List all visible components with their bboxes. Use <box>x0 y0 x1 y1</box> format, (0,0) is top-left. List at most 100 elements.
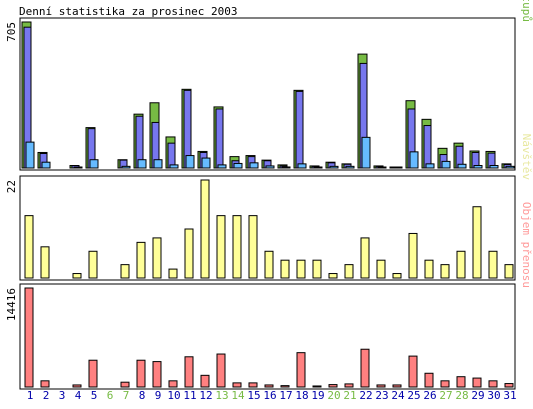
bar-stránek-day-19 <box>313 166 323 169</box>
bar-middle-day-15 <box>248 215 258 279</box>
bar-stránek-day-25 <box>409 151 419 169</box>
bar-stránek-day-14 <box>233 162 243 169</box>
bar-middle-day-20 <box>328 273 338 279</box>
series-legend-label: Objem přenosu <box>520 202 533 288</box>
bar-bottom-day-29 <box>472 377 482 388</box>
chart-title: Denní statistika za prosinec 2003 <box>19 5 238 18</box>
bar-bottom-day-14 <box>232 382 242 388</box>
y-max-label: 22 <box>5 180 18 193</box>
bar-bottom-day-19 <box>312 385 322 388</box>
bar-souborů-day-13 <box>215 108 224 169</box>
x-tick-label-7: 7 <box>123 389 130 402</box>
x-tick-label-13: 13 <box>215 389 228 402</box>
bar-bottom-day-10 <box>168 380 178 388</box>
bar-stránek-day-4 <box>73 166 83 169</box>
bar-stránek-day-23 <box>377 166 387 169</box>
x-tick-label-5: 5 <box>91 389 98 402</box>
bar-stránek-day-1 <box>25 141 35 169</box>
bar-stránek-day-20 <box>329 165 339 169</box>
legend-part-0: Návštěv <box>520 134 533 181</box>
bar-bottom-day-31 <box>504 383 514 388</box>
x-tick-label-16: 16 <box>263 389 276 402</box>
x-tick-label-4: 4 <box>75 389 82 402</box>
x-tick-label-20: 20 <box>327 389 340 402</box>
bar-bottom-day-11 <box>184 356 194 388</box>
bar-stránek-day-29 <box>473 165 483 169</box>
bar-middle-day-4 <box>72 273 82 279</box>
panel-frame <box>19 175 516 281</box>
x-axis-labels: 1 2 3 4 5 6 7 8 9 10 11 12 13 14 15 16 17 18 19 20 21 22 23 24 2… <box>27 389 517 402</box>
x-tick-label-24: 24 <box>391 389 405 402</box>
bar-stránek-day-18 <box>297 163 307 169</box>
x-tick-label-30: 30 <box>487 389 500 402</box>
bar-middle-day-12 <box>200 179 210 279</box>
bar-bottom-day-26 <box>424 372 434 388</box>
x-tick-label-12: 12 <box>199 389 212 402</box>
bar-bottom-day-7 <box>120 381 130 388</box>
bar-souborů-day-10 <box>167 142 176 169</box>
x-tick-label-10: 10 <box>167 389 180 402</box>
x-tick-label-26: 26 <box>423 389 436 402</box>
bar-bottom-day-5 <box>88 359 98 388</box>
bar-middle-day-8 <box>136 241 146 279</box>
bar-stránek-day-30 <box>489 165 499 169</box>
bar-middle-day-31 <box>504 264 514 279</box>
x-tick-label-22: 22 <box>359 389 372 402</box>
bar-bottom-day-20 <box>328 384 338 388</box>
panel-frame <box>19 17 516 171</box>
bar-bottom-day-16 <box>264 384 274 388</box>
y-max-label: 705 <box>5 22 18 42</box>
x-tick-label-25: 25 <box>407 389 420 402</box>
bar-bottom-day-4 <box>72 384 82 388</box>
legend-part-4: Přístupů <box>520 0 533 22</box>
series-legend-label: Stránek/Souborů/Přístupů <box>520 0 533 22</box>
bar-stránek-day-13 <box>217 164 227 169</box>
bar-bottom-day-8 <box>136 359 146 388</box>
bar-bottom-day-17 <box>280 385 290 388</box>
bar-stránek-day-2 <box>41 161 51 169</box>
bar-middle-day-7 <box>120 264 130 279</box>
bar-middle-day-29 <box>472 206 482 279</box>
series-legend-label: Návštěv <box>520 134 533 181</box>
x-tick-label-2: 2 <box>43 389 50 402</box>
x-tick-label-15: 15 <box>247 389 260 402</box>
bar-middle-day-2 <box>40 246 50 279</box>
bar-bottom-day-23 <box>376 384 386 388</box>
y-max-label: 14416 <box>5 288 18 321</box>
bar-bottom-day-27 <box>440 380 450 388</box>
x-tick-label-1: 1 <box>27 389 34 402</box>
bar-stránek-day-22 <box>361 136 371 169</box>
bar-souborů-day-18 <box>295 90 304 169</box>
bar-middle-day-17 <box>280 259 290 279</box>
bar-bottom-day-18 <box>296 352 306 388</box>
panel-top: 705 Stránek/Souborů/Přístupů <box>5 0 533 171</box>
bar-middle-day-1 <box>24 215 34 279</box>
bar-stránek-day-11 <box>185 155 195 169</box>
panel-frame <box>19 283 516 390</box>
x-tick-label-8: 8 <box>139 389 146 402</box>
bar-middle-day-27 <box>440 264 450 279</box>
bar-stránek-day-27 <box>441 160 451 169</box>
bar-bottom-day-2 <box>40 380 50 388</box>
bar-bottom-day-15 <box>248 382 258 388</box>
bar-stránek-day-15 <box>249 162 259 169</box>
bar-middle-day-10 <box>168 268 178 279</box>
x-tick-label-6: 6 <box>107 389 114 402</box>
bar-middle-day-24 <box>392 273 402 279</box>
bar-souborů-day-26 <box>423 125 432 169</box>
bar-bottom-day-24 <box>392 384 402 388</box>
x-tick-label-23: 23 <box>375 389 388 402</box>
bar-middle-day-21 <box>344 264 354 279</box>
bar-stránek-day-8 <box>137 159 147 169</box>
bar-bottom-day-28 <box>456 376 466 388</box>
bar-middle-day-13 <box>216 215 226 279</box>
bar-middle-day-19 <box>312 259 322 279</box>
x-tick-label-28: 28 <box>455 389 468 402</box>
bar-middle-day-25 <box>408 232 418 279</box>
bar-middle-day-28 <box>456 250 466 279</box>
bar-bottom-day-22 <box>360 348 370 388</box>
bar-stránek-day-10 <box>169 164 179 169</box>
legend-part-0: Objem přenosu <box>520 202 533 288</box>
